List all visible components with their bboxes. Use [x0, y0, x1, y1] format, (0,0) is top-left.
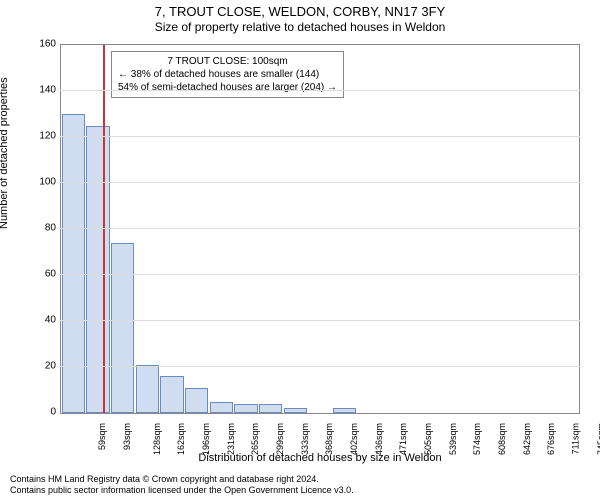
histogram-bar — [136, 365, 159, 413]
chart-title-description: Size of property relative to detached ho… — [0, 20, 600, 34]
xtick-label: 162sqm — [176, 423, 186, 455]
histogram-bar — [62, 114, 85, 413]
xtick-label: 59sqm — [97, 423, 107, 450]
xtick-label: 608sqm — [497, 423, 507, 455]
xtick-label: 402sqm — [349, 423, 359, 455]
chart-container: 7, TROUT CLOSE, WELDON, CORBY, NN17 3FY … — [0, 4, 600, 504]
xtick-label: 436sqm — [374, 423, 384, 455]
histogram-bar — [86, 126, 109, 414]
xtick-label: 333sqm — [300, 423, 310, 455]
gridline — [60, 228, 580, 229]
ytick-label: 80 — [45, 223, 56, 234]
annotation-line-2: ← 38% of detached houses are smaller (14… — [118, 68, 337, 81]
histogram-bar — [234, 404, 257, 413]
ytick-label: 40 — [45, 315, 56, 326]
footer-attribution: Contains HM Land Registry data © Crown c… — [10, 474, 354, 496]
gridline — [60, 366, 580, 367]
gridline — [60, 274, 580, 275]
gridline — [60, 90, 580, 91]
xtick-label: 265sqm — [250, 423, 260, 455]
xtick-label: 196sqm — [201, 423, 211, 455]
xtick-label: 128sqm — [152, 423, 162, 455]
gridline — [60, 182, 580, 183]
xtick-label: 471sqm — [398, 423, 408, 455]
footer-line-2: Contains public sector information licen… — [10, 485, 354, 496]
footer-line-1: Contains HM Land Registry data © Crown c… — [10, 474, 354, 485]
gridline — [60, 136, 580, 137]
ytick-label: 20 — [45, 361, 56, 372]
xtick-label: 368sqm — [324, 423, 334, 455]
histogram-bar — [259, 404, 282, 413]
xtick-label: 711sqm — [570, 423, 580, 454]
x-axis-label: Distribution of detached houses by size … — [60, 452, 580, 464]
xtick-label: 93sqm — [122, 423, 132, 450]
xtick-label: 642sqm — [522, 423, 532, 455]
histogram-bar — [284, 408, 307, 413]
ytick-label: 140 — [39, 85, 56, 96]
y-axis-label: Number of detached properties — [0, 77, 10, 229]
chart-title-address: 7, TROUT CLOSE, WELDON, CORBY, NN17 3FY — [0, 4, 600, 19]
histogram-bar — [160, 376, 183, 413]
histogram-bar — [210, 402, 233, 414]
xtick-label: 539sqm — [448, 423, 458, 455]
histogram-bar — [333, 408, 356, 413]
reference-line — [103, 45, 105, 413]
xtick-label: 505sqm — [423, 423, 433, 455]
xtick-label: 676sqm — [546, 423, 556, 455]
ytick-label: 0 — [50, 407, 56, 418]
ytick-label: 160 — [39, 39, 56, 50]
gridline — [60, 320, 580, 321]
xtick-label: 231sqm — [226, 423, 236, 455]
ytick-label: 120 — [39, 131, 56, 142]
ytick-label: 100 — [39, 177, 56, 188]
xtick-label: 299sqm — [275, 423, 285, 455]
xtick-label: 574sqm — [472, 423, 482, 455]
plot-area: 7 TROUT CLOSE: 100sqm ← 38% of detached … — [60, 44, 580, 414]
histogram-bar — [111, 243, 134, 413]
xtick-label: 745sqm — [596, 423, 600, 455]
histogram-bar — [185, 388, 208, 413]
ytick-label: 60 — [45, 269, 56, 280]
annotation-line-3: 54% of semi-detached houses are larger (… — [118, 81, 337, 94]
annotation-line-1: 7 TROUT CLOSE: 100sqm — [118, 55, 337, 68]
